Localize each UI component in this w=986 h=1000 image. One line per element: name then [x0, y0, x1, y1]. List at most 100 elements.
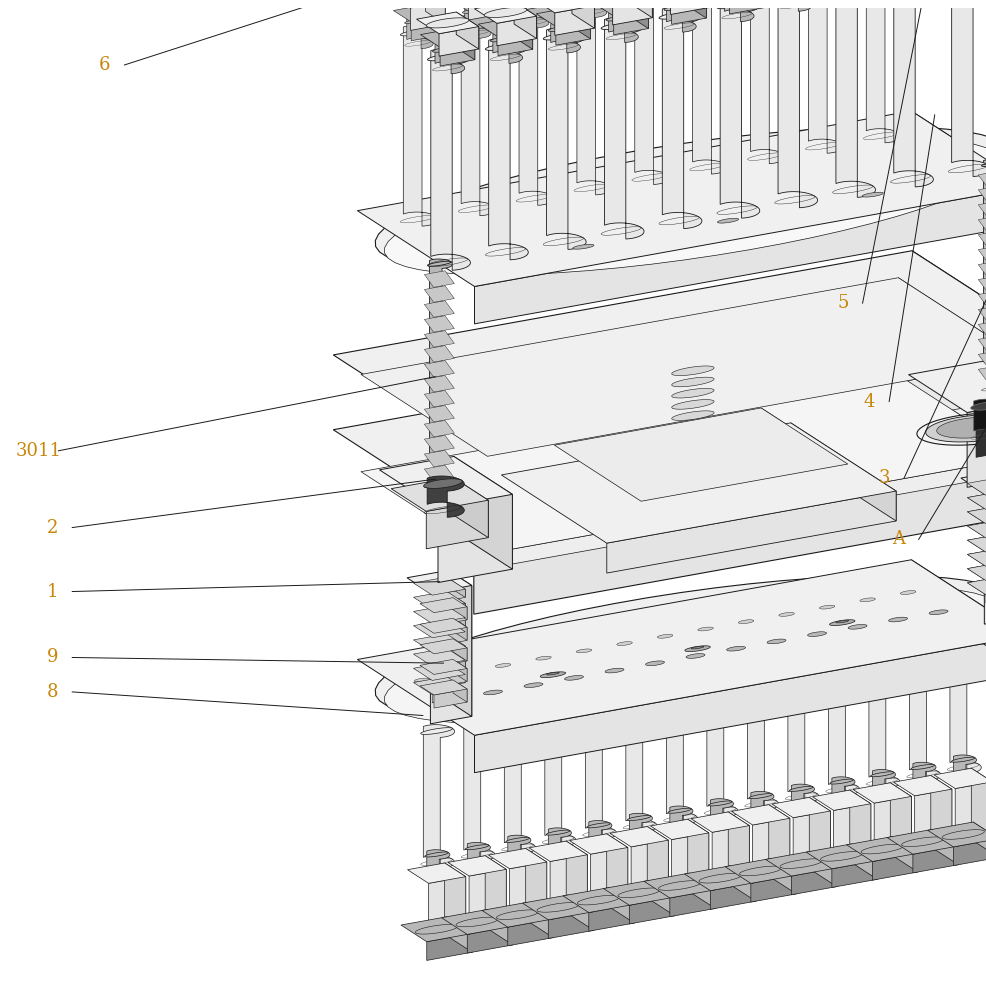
Text: 8: 8: [46, 683, 58, 701]
Polygon shape: [590, 0, 652, 2]
Polygon shape: [811, 790, 870, 810]
Polygon shape: [966, 577, 986, 595]
Polygon shape: [424, 480, 461, 488]
Polygon shape: [453, 659, 466, 682]
Polygon shape: [966, 492, 986, 510]
Polygon shape: [644, 873, 715, 898]
Polygon shape: [455, 671, 469, 675]
Text: A: A: [891, 530, 904, 548]
Polygon shape: [424, 361, 454, 377]
Polygon shape: [590, 847, 627, 910]
Polygon shape: [456, 12, 478, 49]
Polygon shape: [671, 377, 714, 387]
Polygon shape: [912, 762, 935, 790]
Polygon shape: [516, 8, 551, 15]
Polygon shape: [424, 435, 454, 452]
Polygon shape: [375, 576, 986, 719]
Polygon shape: [866, 0, 900, 143]
Polygon shape: [446, 917, 471, 952]
Polygon shape: [438, 494, 512, 583]
Polygon shape: [966, 548, 986, 567]
Polygon shape: [577, 0, 611, 195]
Polygon shape: [509, 0, 558, 1]
Polygon shape: [446, 634, 464, 654]
Polygon shape: [426, 934, 471, 960]
Polygon shape: [887, 617, 906, 622]
Polygon shape: [432, 632, 464, 646]
Polygon shape: [690, 646, 703, 649]
Polygon shape: [432, 674, 464, 689]
Polygon shape: [420, 28, 474, 47]
Polygon shape: [536, 903, 579, 912]
Polygon shape: [594, 0, 648, 16]
Polygon shape: [496, 910, 538, 919]
Polygon shape: [468, 6, 500, 30]
Polygon shape: [508, 835, 530, 863]
Polygon shape: [550, 22, 580, 53]
Polygon shape: [970, 402, 986, 409]
Polygon shape: [519, 4, 553, 205]
Polygon shape: [446, 677, 464, 697]
Polygon shape: [485, 42, 526, 50]
Polygon shape: [739, 866, 781, 876]
Polygon shape: [785, 662, 816, 669]
Polygon shape: [580, 0, 606, 17]
Polygon shape: [927, 822, 986, 847]
Text: 9: 9: [46, 648, 58, 666]
Polygon shape: [428, 877, 465, 939]
Polygon shape: [567, 895, 594, 930]
Polygon shape: [704, 677, 736, 683]
Polygon shape: [406, 16, 433, 49]
Polygon shape: [928, 610, 948, 615]
Polygon shape: [443, 697, 461, 702]
Polygon shape: [451, 0, 500, 12]
Polygon shape: [385, 586, 986, 724]
Polygon shape: [424, 450, 454, 467]
Polygon shape: [966, 477, 986, 495]
Polygon shape: [849, 790, 870, 860]
Polygon shape: [641, 464, 847, 531]
Polygon shape: [829, 779, 853, 784]
Polygon shape: [936, 417, 986, 438]
Polygon shape: [628, 0, 648, 29]
Polygon shape: [501, 423, 895, 543]
Polygon shape: [652, 0, 706, 6]
Polygon shape: [544, 703, 576, 846]
Polygon shape: [528, 841, 587, 861]
Polygon shape: [977, 306, 986, 322]
Polygon shape: [716, 0, 756, 9]
Polygon shape: [487, 360, 986, 494]
Polygon shape: [748, 794, 772, 799]
Polygon shape: [426, 18, 468, 28]
Polygon shape: [333, 326, 986, 521]
Text: 6: 6: [99, 56, 110, 74]
Polygon shape: [473, 342, 986, 521]
Polygon shape: [546, 672, 559, 675]
Polygon shape: [728, 0, 767, 4]
Polygon shape: [827, 652, 859, 795]
Polygon shape: [424, 405, 454, 422]
Polygon shape: [897, 278, 986, 397]
Polygon shape: [513, 18, 532, 49]
Polygon shape: [949, 630, 980, 774]
Polygon shape: [725, 859, 796, 883]
Polygon shape: [825, 655, 857, 662]
Polygon shape: [390, 0, 445, 8]
Polygon shape: [684, 646, 710, 652]
Polygon shape: [608, 888, 634, 923]
Polygon shape: [423, 479, 461, 488]
Polygon shape: [424, 465, 454, 482]
Polygon shape: [831, 861, 877, 887]
Polygon shape: [670, 833, 708, 896]
Polygon shape: [587, 823, 609, 828]
Polygon shape: [535, 8, 590, 26]
Polygon shape: [627, 816, 650, 820]
Polygon shape: [460, 15, 495, 216]
Polygon shape: [424, 852, 448, 857]
Polygon shape: [835, 620, 848, 623]
Polygon shape: [708, 801, 732, 806]
Polygon shape: [385, 138, 986, 275]
Polygon shape: [897, 375, 986, 472]
Polygon shape: [671, 411, 714, 420]
Polygon shape: [419, 639, 466, 654]
